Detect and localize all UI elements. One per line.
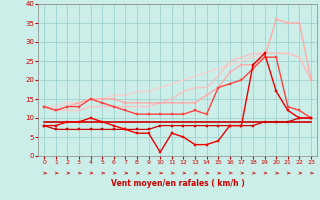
X-axis label: Vent moyen/en rafales ( km/h ): Vent moyen/en rafales ( km/h ) bbox=[111, 179, 244, 188]
